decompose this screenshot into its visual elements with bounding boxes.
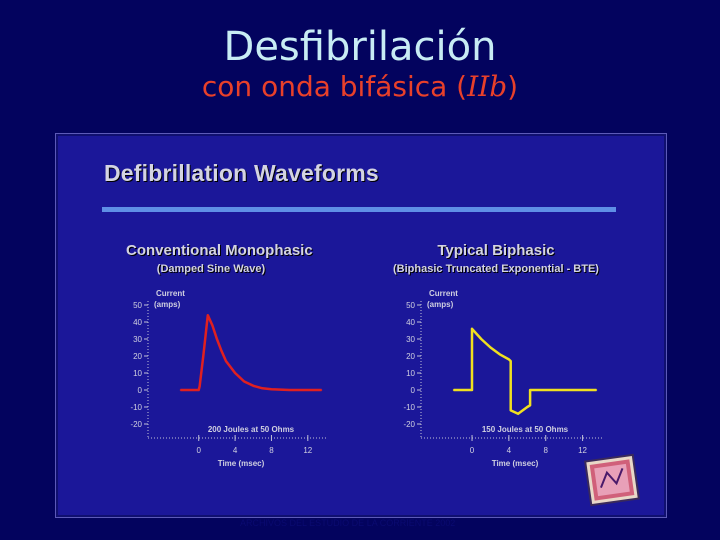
mono-data-point xyxy=(225,360,227,362)
mono-data-point xyxy=(270,388,273,390)
panel-divider xyxy=(102,207,616,212)
monophasic-chart: 50 40 30 20 10 0 -10 -20 0 4 8 12 Current (amps) Time … xyxy=(130,289,328,468)
bi-ytick-label: 10 xyxy=(406,369,415,378)
mono-ytick-label: 30 xyxy=(133,335,142,344)
bi-data-point xyxy=(509,360,512,362)
monophasic-chart-title: Conventional Monophasic xyxy=(126,242,313,259)
waveforms-panel: Defibrillation Waveforms Conventional Mo… xyxy=(55,133,667,518)
mono-data-point xyxy=(320,389,323,391)
bi-data-point xyxy=(489,346,492,349)
bi-series-line xyxy=(453,327,597,416)
bi-data-point xyxy=(509,409,512,412)
mono-ytick-label: 0 xyxy=(138,386,143,395)
bi-data-point xyxy=(526,406,529,408)
bi-data-point xyxy=(595,389,598,391)
mono-data-point xyxy=(197,389,200,391)
bi-ytick-label: -20 xyxy=(403,420,415,429)
mono-xtick-label: 8 xyxy=(269,446,274,455)
mono-yunit: (amps) xyxy=(154,300,181,309)
bi-data-point xyxy=(563,389,565,391)
bi-data-point xyxy=(452,389,455,391)
footer-text: ARCHIVOS DEL ESTUDIO DE LA CORRIENTE 200… xyxy=(240,518,456,528)
logo-icon xyxy=(584,453,640,507)
bi-ytick-label: -10 xyxy=(403,403,415,412)
slide-subtitle: con onda bifásica (IIb) xyxy=(0,70,720,104)
subtitle-suffix: ) xyxy=(507,70,519,103)
bi-ytick-label: 20 xyxy=(406,352,415,361)
bi-ytick-label: 50 xyxy=(406,301,415,310)
mono-ytick-label: -10 xyxy=(130,403,142,412)
subtitle-italic: IIb xyxy=(467,70,508,103)
subtitle-prefix: con onda bifásica ( xyxy=(201,70,468,103)
mono-data-point xyxy=(211,324,214,327)
bi-annotation: 150 Joules at 50 Ohms xyxy=(482,425,569,434)
mono-ylabel: Current xyxy=(156,289,185,298)
bi-xtick-label: 4 xyxy=(507,446,512,455)
bi-data-point xyxy=(480,338,483,340)
biphasic-chart: 50 40 30 20 10 0 -10 -20 0 4 8 12 Current (amps) Time … xyxy=(403,289,603,468)
bi-xtick-label: 0 xyxy=(470,446,475,455)
mono-data-point xyxy=(220,350,223,352)
mono-ytick-label: 50 xyxy=(133,301,142,310)
mono-ytick-label: 20 xyxy=(133,352,142,361)
bi-ytick-label: 40 xyxy=(406,318,415,327)
mono-ytick-label: 10 xyxy=(133,369,142,378)
mono-data-point xyxy=(288,389,291,391)
bi-xtick-label: 12 xyxy=(578,446,587,455)
biphasic-chart-title: Typical Biphasic xyxy=(437,242,555,259)
biphasic-chart-subtitle: (Biphasic Truncated Exponential - BTE) xyxy=(393,263,599,275)
panel-heading: Defibrillation Waveforms xyxy=(104,160,379,186)
bi-data-point xyxy=(471,328,473,330)
mono-data-point xyxy=(198,385,201,388)
mono-ytick-label: -20 xyxy=(130,420,142,429)
slide-title: Desfibrilación xyxy=(223,24,497,70)
bi-data-point xyxy=(508,358,510,361)
bi-ylabel: Current xyxy=(429,289,458,298)
mono-data-point xyxy=(234,372,236,374)
mono-data-point xyxy=(179,389,182,391)
mono-xlabel: Time (msec) xyxy=(218,459,265,468)
bi-xlabel: Time (msec) xyxy=(492,459,539,468)
monophasic-chart-subtitle: (Damped Sine Wave) xyxy=(156,263,266,275)
bi-data-point xyxy=(517,413,519,415)
mono-annotation: 200 Joules at 50 Ohms xyxy=(208,425,295,434)
mono-ytick-label: 40 xyxy=(133,318,142,327)
mono-xtick-label: 4 xyxy=(233,446,238,455)
bi-data-point xyxy=(529,404,531,407)
mono-data-point xyxy=(202,355,205,357)
mono-xtick-label: 12 xyxy=(303,446,312,455)
mono-data-point xyxy=(261,387,264,390)
bi-data-point xyxy=(529,389,531,391)
bi-xtick-label: 8 xyxy=(544,446,549,455)
mono-data-point xyxy=(252,384,255,387)
mono-data-point xyxy=(216,338,218,340)
mono-data-point xyxy=(243,380,245,383)
bi-data-point xyxy=(471,389,473,391)
mono-data-point xyxy=(207,314,209,316)
mono-data-point xyxy=(307,389,309,391)
bi-ytick-label: 0 xyxy=(411,386,416,395)
bi-data-point xyxy=(498,353,501,356)
bi-yunit: (amps) xyxy=(427,300,454,309)
bi-ytick-label: 30 xyxy=(406,335,415,344)
mono-xtick-label: 0 xyxy=(197,446,202,455)
